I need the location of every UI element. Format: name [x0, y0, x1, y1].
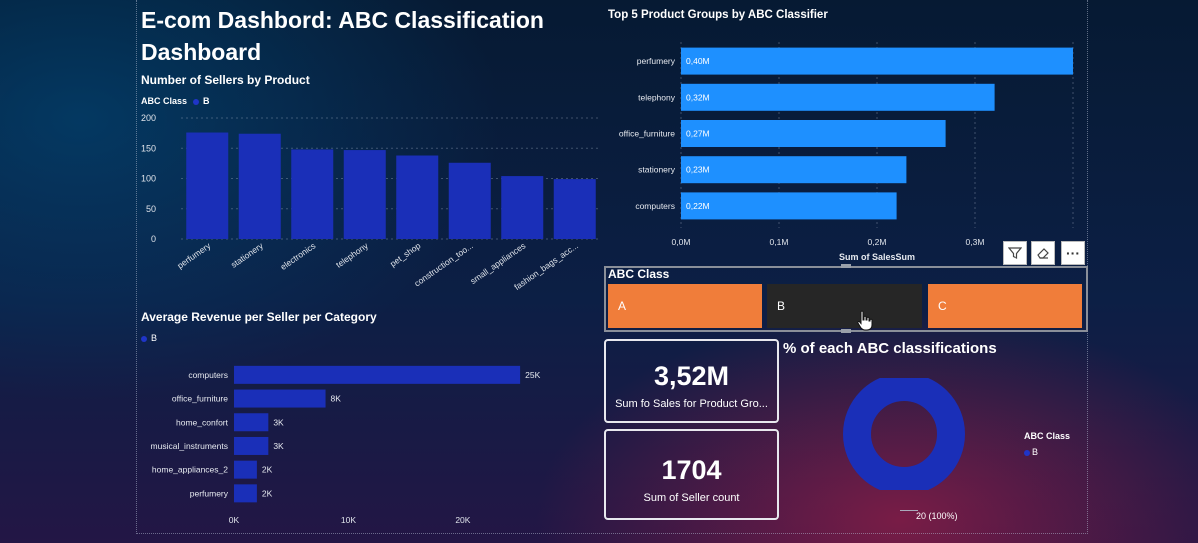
- data-label: 0,40M: [686, 56, 710, 66]
- y-tick-label: 50: [146, 204, 156, 214]
- more-options-button[interactable]: ···: [1061, 241, 1085, 265]
- y-category-label: home_appliances_2: [152, 465, 228, 475]
- y-category-label: stationery: [638, 165, 676, 175]
- data-label: 0,22M: [686, 201, 710, 211]
- bar[interactable]: [501, 176, 544, 239]
- sellers-legend-item: B: [203, 96, 210, 106]
- x-tick-label: perfumery: [175, 240, 213, 271]
- x-tick-label: telephony: [334, 240, 371, 270]
- bar[interactable]: [681, 156, 907, 184]
- kpi-sales-label: Sum fo Sales for Product Gro...: [615, 398, 768, 410]
- data-label: 8K: [331, 394, 342, 404]
- y-category-label: computers: [635, 201, 675, 211]
- top5-bar-chart[interactable]: perfumery 0,40M telephony 0,32M office_furni…: [600, 38, 1090, 266]
- x-tick-label: 0,3M: [966, 237, 985, 247]
- revenue-chart-legend: B: [141, 333, 157, 343]
- bar[interactable]: [238, 133, 281, 239]
- bar[interactable]: [234, 436, 269, 455]
- x-axis-title: Sum of SalesSum: [839, 252, 915, 262]
- revenue-bar-chart[interactable]: computers 25K office_furniture 8K home_confo…: [136, 355, 596, 533]
- data-label: 0,32M: [686, 92, 710, 102]
- resize-handle-top[interactable]: [841, 264, 851, 268]
- donut-data-label: 20 (100%): [916, 511, 958, 521]
- slicer-option-a[interactable]: A: [608, 284, 762, 328]
- kpi-sales-value: 3,52M: [653, 361, 730, 391]
- kpi-card-sellers: 1704 Sum of Seller count: [604, 429, 779, 520]
- y-category-label: perfumery: [637, 56, 676, 66]
- x-tick-label: 0,1M: [770, 237, 789, 247]
- data-label: 3K: [273, 417, 284, 427]
- revenue-legend-item: B: [151, 333, 158, 343]
- sellers-bar-chart[interactable]: 0 50 100 150 200 perfumery stationery electroni…: [136, 108, 606, 300]
- kpi-sellers-value: 1704: [661, 455, 722, 485]
- y-category-label: office_furniture: [619, 129, 675, 139]
- x-tick-label: electronics: [278, 240, 317, 272]
- y-tick-label: 150: [141, 143, 156, 153]
- page-title: E-com Dashbord: ABC Classification Dashb…: [141, 7, 544, 65]
- bar[interactable]: [681, 83, 995, 111]
- bar[interactable]: [291, 149, 334, 239]
- bar[interactable]: [234, 365, 521, 384]
- slicer-option-c[interactable]: C: [928, 284, 1082, 328]
- kpi-sellers-label: Sum of Seller count: [643, 492, 740, 504]
- data-label: 0,23M: [686, 165, 710, 175]
- donut-legend-title: ABC Class: [1024, 431, 1071, 441]
- y-category-label: telephony: [638, 92, 676, 102]
- donut-slice[interactable]: [843, 378, 965, 490]
- y-tick-label: 100: [141, 174, 156, 184]
- x-tick-label: 0,2M: [868, 237, 887, 247]
- y-tick-label: 200: [141, 113, 156, 123]
- data-label: 2K: [262, 465, 273, 475]
- bar[interactable]: [681, 192, 897, 220]
- revenue-chart-title: Average Revenue per Seller per Category: [141, 310, 377, 324]
- x-tick-label: 0,0M: [672, 237, 691, 247]
- donut-legend-item: B: [1032, 447, 1039, 457]
- sellers-legend-title: ABC Class: [141, 96, 188, 106]
- y-tick-label: 0: [151, 234, 156, 244]
- bar[interactable]: [186, 132, 229, 239]
- bar[interactable]: [681, 120, 946, 147]
- bar[interactable]: [234, 484, 257, 503]
- resize-handle-bottom[interactable]: [841, 329, 851, 333]
- x-tick-label: stationery: [229, 240, 266, 270]
- y-category-label: office_furniture: [172, 394, 228, 404]
- y-category-label: musical_instruments: [151, 441, 228, 451]
- bar[interactable]: [448, 162, 491, 239]
- sellers-chart-title: Number of Sellers by Product: [141, 73, 310, 87]
- x-tick-label: 10K: [341, 515, 356, 525]
- filter-icon[interactable]: [1003, 241, 1027, 265]
- slicer-title: ABC Class: [608, 267, 670, 281]
- x-tick-label: 0K: [229, 515, 240, 525]
- bar[interactable]: [681, 47, 1073, 75]
- hand-cursor-icon: [857, 310, 873, 331]
- slicer-option-b[interactable]: B: [767, 284, 922, 328]
- data-label: 2K: [262, 488, 273, 498]
- data-label: 25K: [525, 370, 540, 380]
- top5-chart-title: Top 5 Product Groups by ABC Classifier: [608, 9, 828, 21]
- donut-label-leader: [900, 510, 918, 511]
- y-category-label: computers: [188, 370, 228, 380]
- y-category-label: perfumery: [190, 488, 229, 498]
- bar[interactable]: [343, 150, 386, 239]
- legend-dot-icon: [1024, 449, 1030, 456]
- bar[interactable]: [396, 155, 439, 239]
- data-label: 3K: [273, 441, 284, 451]
- y-category-label: home_confort: [176, 417, 229, 427]
- bar[interactable]: [234, 460, 257, 479]
- bar[interactable]: [234, 413, 269, 432]
- eraser-icon[interactable]: [1031, 241, 1055, 265]
- bar[interactable]: [234, 389, 326, 408]
- donut-chart[interactable]: [830, 378, 978, 490]
- donut-chart-title: % of each ABC classifications: [783, 340, 997, 357]
- kpi-card-sales: 3,52M Sum fo Sales for Product Gro...: [604, 339, 779, 423]
- donut-legend: B: [1024, 447, 1038, 457]
- legend-dot-icon: [193, 98, 200, 105]
- legend-dot-icon: [141, 335, 147, 342]
- x-tick-label: pet_shop: [388, 240, 423, 268]
- bar[interactable]: [553, 179, 596, 239]
- x-tick-label: 20K: [455, 515, 470, 525]
- sellers-chart-legend: ABC Class B: [141, 96, 210, 106]
- data-label: 0,27M: [686, 129, 710, 139]
